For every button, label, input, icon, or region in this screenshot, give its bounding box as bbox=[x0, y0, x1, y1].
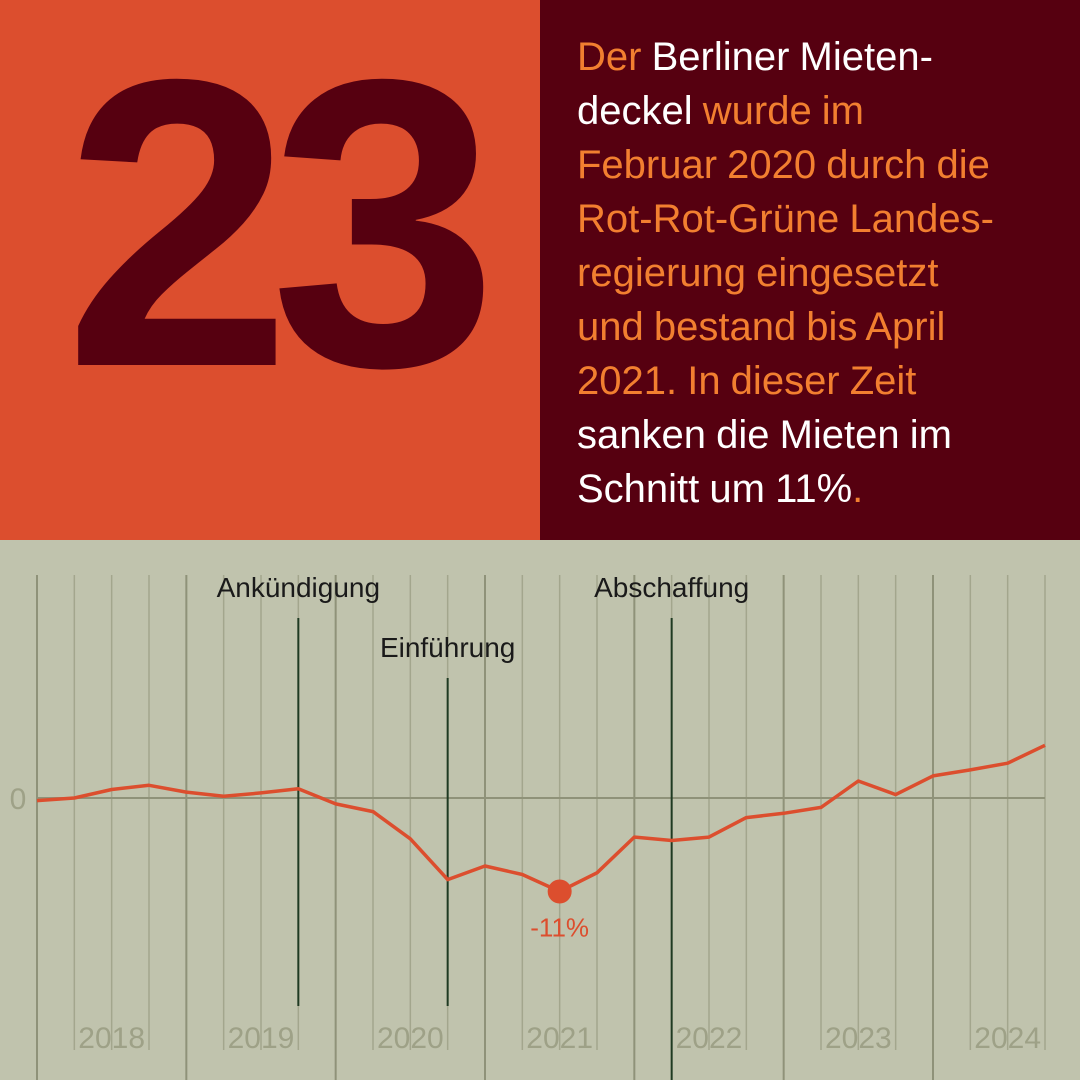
headline-segment: regierung eingesetzt bbox=[577, 251, 939, 295]
x-tick-label: 2021 bbox=[526, 1022, 593, 1055]
text-panel: Der Berliner Mieten-deckel wurde im Febru… bbox=[540, 0, 1080, 540]
min-point-label: -11% bbox=[530, 913, 589, 943]
headline-segment: Der bbox=[577, 35, 652, 79]
x-tick-label: 2019 bbox=[228, 1022, 295, 1055]
line-chart: Ankündigung Einführung Abschaffung 0 2018 201… bbox=[0, 540, 1080, 1080]
event-label: Ankündigung bbox=[217, 572, 380, 603]
headline-segment: Berliner Mieten- bbox=[651, 35, 933, 79]
headline-segment: und bestand bis April bbox=[577, 305, 946, 349]
number-panel: 23 bbox=[0, 0, 540, 540]
headline-segment: deckel bbox=[577, 89, 693, 133]
event-label: Abschaffung bbox=[594, 572, 749, 603]
x-tick-label: 2018 bbox=[78, 1022, 145, 1055]
headline-segment: . bbox=[852, 467, 864, 511]
headline-segment: wurde im bbox=[692, 89, 865, 133]
x-tick-label: 2023 bbox=[825, 1022, 892, 1055]
headline-segment: Rot-Rot-Grüne Landes- bbox=[577, 197, 994, 241]
x-tick-label: 2022 bbox=[676, 1022, 743, 1055]
min-point-marker bbox=[547, 879, 572, 904]
y-tick-label: 0 bbox=[10, 783, 27, 816]
x-tick-label: 2020 bbox=[377, 1022, 444, 1055]
x-tick-label: 2024 bbox=[974, 1022, 1041, 1055]
event-label: Einführung bbox=[380, 632, 515, 663]
headline-segment: sanken die Mieten im bbox=[577, 413, 952, 457]
headline-segment: 2021. In dieser Zeit bbox=[577, 359, 917, 403]
headline-segment: Schnitt um 11% bbox=[577, 467, 853, 511]
big-number: 23 bbox=[63, 0, 498, 452]
series-line bbox=[36, 743, 1046, 894]
headline-segment: Februar 2020 durch die bbox=[577, 143, 990, 187]
headline-text: Der Berliner Mieten-deckel wurde im Febru… bbox=[577, 30, 1057, 516]
